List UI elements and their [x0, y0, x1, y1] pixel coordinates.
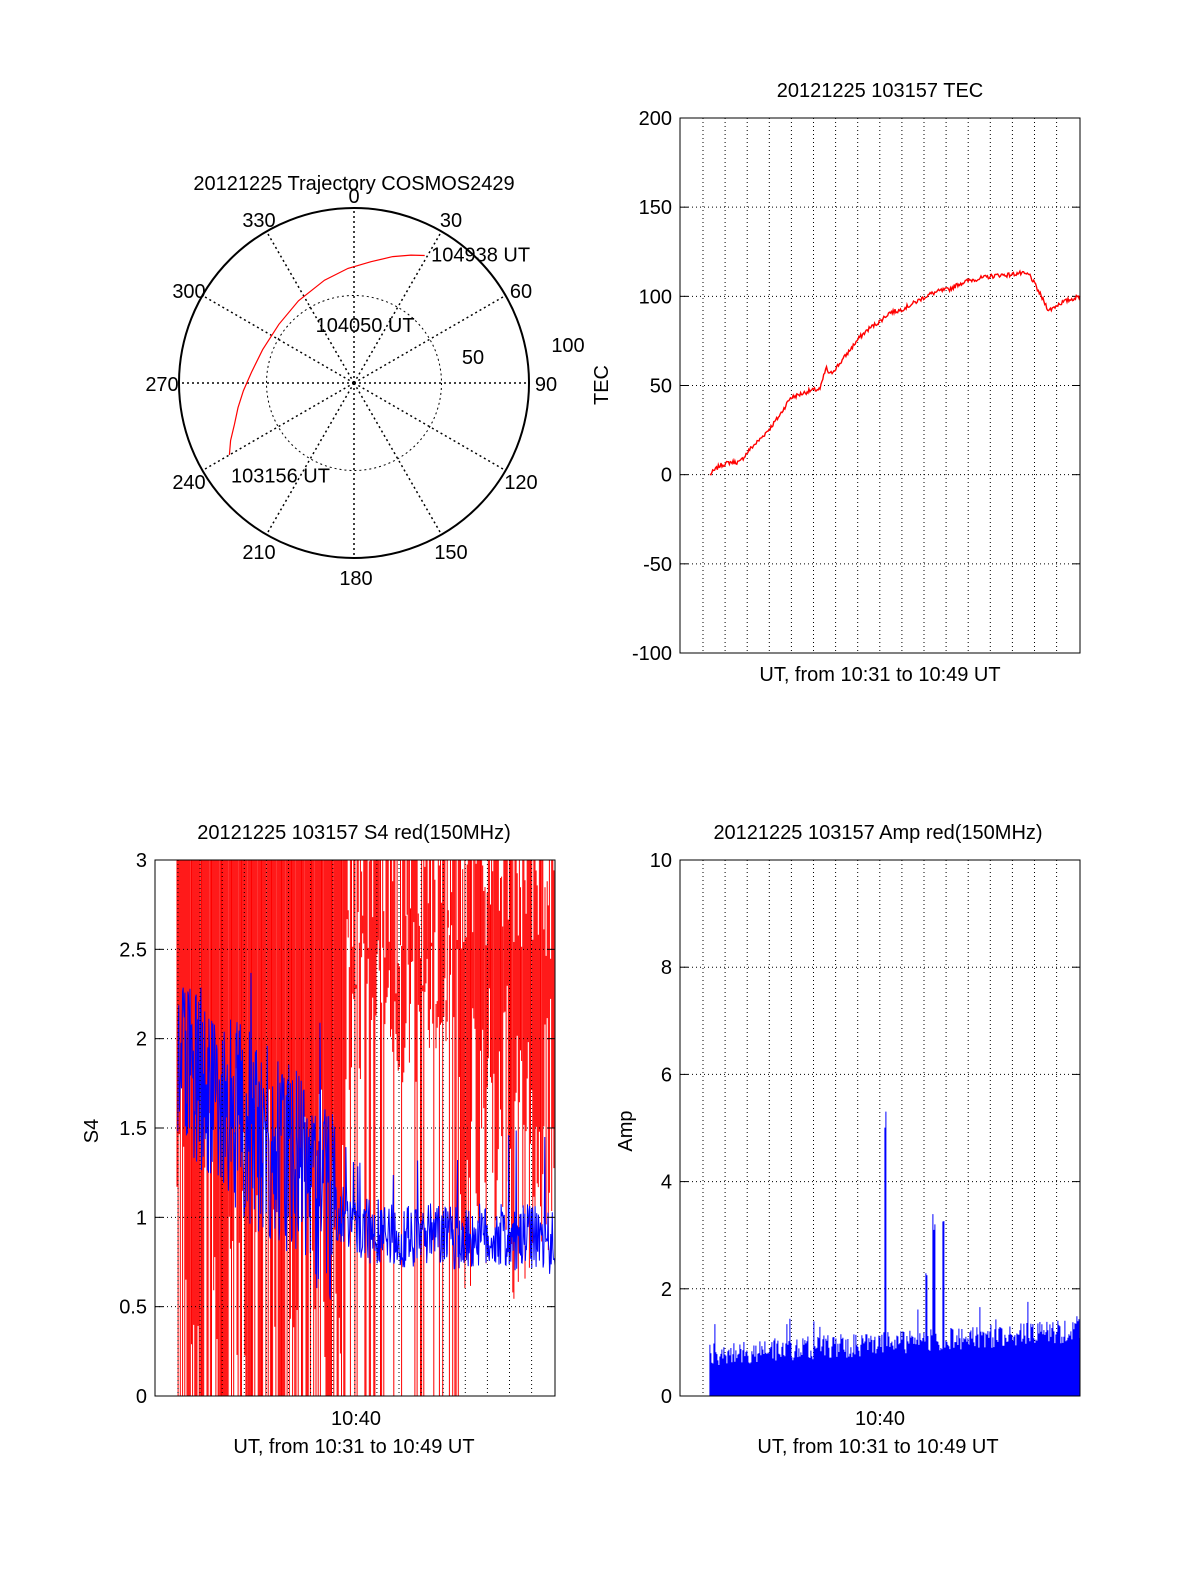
amp-y-axis-label: Amp	[615, 1110, 637, 1151]
tec-y-tick-label: -100	[632, 643, 672, 665]
amp-y-tick-label: 8	[661, 957, 672, 979]
polar-spoke	[353, 231, 443, 384]
polar-azimuth-label: 30	[440, 210, 462, 232]
polar-azimuth-label: 150	[434, 542, 467, 564]
s4-title: 20121225 103157 S4 red(150MHz)	[197, 822, 511, 844]
polar-spoke	[353, 294, 506, 384]
polar-trajectory-chart: 20121225 Trajectory COSMOS2429 0 30 60 90 12…	[145, 173, 584, 590]
tec-y-axis-label: TEC	[591, 365, 613, 405]
polar-azimuth-label: 0	[348, 186, 359, 208]
s4-x-axis-label: UT, from 10:31 to 10:49 UT	[233, 1436, 474, 1458]
tec-y-tick-label: 150	[639, 197, 672, 219]
tec-plot-frame	[679, 117, 1081, 654]
tec-y-tick-label: 0	[661, 465, 672, 487]
polar-spoke	[202, 294, 355, 384]
tec-x-axis-label: UT, from 10:31 to 10:49 UT	[759, 664, 1000, 686]
polar-spoke	[265, 231, 355, 384]
tec-series-line	[709, 269, 1081, 476]
s4-y-tick-label: 2.5	[119, 939, 147, 961]
polar-title: 20121225 Trajectory COSMOS2429	[193, 173, 514, 195]
tec-title: 20121225 103157 TEC	[777, 80, 983, 102]
polar-azimuth-label: 180	[339, 568, 372, 590]
polar-radial-label: 50	[462, 347, 484, 369]
polar-time-annotation: 104050 UT	[316, 315, 415, 337]
s4-y-tick-label: 3	[136, 850, 147, 872]
amp-x-tick-label: 10:40	[855, 1408, 905, 1430]
amp-y-tick-label: 0	[661, 1386, 672, 1408]
polar-azimuth-label: 60	[510, 281, 532, 303]
tec-y-tick-label: 50	[650, 376, 672, 398]
polar-spoke	[353, 382, 443, 535]
s4-chart: 20121225 103157 S4 red(150MHz) 0 0.5 1 1.5 2…	[81, 822, 556, 1458]
amp-y-tick-label: 2	[661, 1279, 672, 1301]
polar-spoke	[202, 382, 355, 472]
s4-plot-frame	[154, 859, 556, 1397]
s4-blue-series	[177, 972, 556, 1300]
polar-trajectory-line	[228, 254, 425, 455]
amp-blue-series	[709, 1111, 1081, 1396]
polar-azimuth-label: 120	[504, 472, 537, 494]
amp-y-tick-label: 6	[661, 1064, 672, 1086]
polar-spoke	[265, 382, 355, 535]
polar-spoke	[353, 382, 506, 472]
s4-y-tick-label: 1	[136, 1207, 147, 1229]
polar-time-annotation: 104938 UT	[431, 245, 530, 267]
amp-y-tick-label: 4	[661, 1172, 672, 1194]
polar-azimuth-label: 210	[242, 542, 275, 564]
s4-y-tick-label: 0.5	[119, 1297, 147, 1319]
s4-y-axis-label: S4	[81, 1119, 103, 1143]
polar-outer-circle	[178, 207, 530, 559]
s4-x-tick-label: 10:40	[331, 1408, 381, 1430]
polar-azimuth-label: 300	[172, 281, 205, 303]
s4-y-tick-label: 1.5	[119, 1118, 147, 1140]
tec-y-tick-label: 200	[639, 108, 672, 130]
polar-azimuth-label: 240	[172, 472, 205, 494]
polar-azimuth-label: 270	[145, 374, 178, 396]
s4-y-tick-label: 0	[136, 1386, 147, 1408]
amp-plot-frame	[679, 859, 1081, 1397]
tec-y-tick-label: 100	[639, 286, 672, 308]
s4-y-tick-label: 2	[136, 1029, 147, 1051]
polar-time-annotation: 103156 UT	[231, 465, 330, 487]
tec-chart: 20121225 103157 TEC -100-50050100150200 …	[591, 80, 1081, 686]
polar-azimuth-label: 90	[535, 374, 557, 396]
polar-grid-circle	[266, 295, 442, 471]
amp-chart: 20121225 103157 Amp red(150MHz) 0246810 …	[615, 822, 1081, 1458]
amp-x-axis-label: UT, from 10:31 to 10:49 UT	[757, 1436, 998, 1458]
tec-y-tick-label: -50	[643, 554, 672, 576]
amp-title: 20121225 103157 Amp red(150MHz)	[713, 822, 1042, 844]
amp-y-tick-label: 10	[650, 850, 672, 872]
polar-azimuth-label: 330	[242, 210, 275, 232]
polar-radial-label: 100	[551, 335, 584, 357]
